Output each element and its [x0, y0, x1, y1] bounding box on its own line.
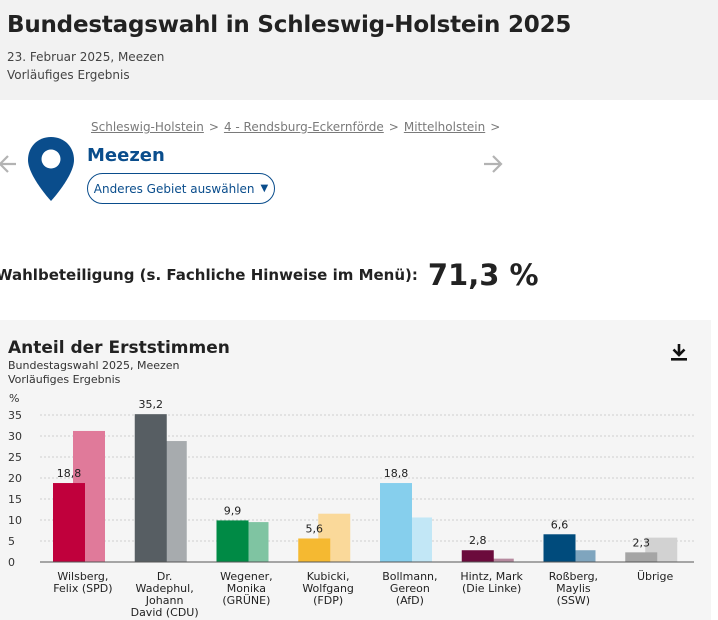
bar-value-label: 2,3: [633, 536, 651, 549]
breadcrumb-separator: >: [490, 120, 501, 134]
bar-value-label: 9,9: [224, 504, 242, 517]
bar-value-label: 35,2: [139, 398, 164, 411]
y-tick-label: 15: [8, 493, 22, 506]
download-icon[interactable]: [669, 342, 689, 362]
y-tick-label: 20: [8, 472, 22, 485]
x-category-label: Übrige: [637, 570, 674, 583]
chart-title: Anteil der Erststimmen: [8, 338, 230, 358]
turnout-value: 71,3 %: [427, 258, 539, 292]
x-category-label: Dr. Wadephul, Johann David (CDU): [131, 570, 199, 619]
chevron-down-icon: ▼: [260, 183, 269, 194]
x-category-label: Kubicki, Wolfgang (FDP): [302, 570, 354, 607]
erststimmen-bar-chart: % 0 5 10 15 20 25 30 35 18,8 Wilsberg, Felix (SPD) 3…: [8, 392, 694, 619]
x-category-label: Roßberg, Maylis (SSW): [549, 570, 598, 607]
bar-current: [543, 534, 576, 562]
turnout-label: Wahlbeteiligung (s. Fachliche Hinweise i…: [0, 266, 418, 284]
arrow-left-icon[interactable]: [0, 150, 20, 178]
region-name: Meezen: [87, 145, 165, 166]
y-tick-label: 25: [8, 451, 22, 464]
bar-current: [625, 552, 658, 562]
bar-value-label: 6,6: [551, 518, 569, 531]
bar-current: [461, 550, 494, 562]
map-pin-icon: [28, 137, 74, 201]
select-region-label: Anderes Gebiet auswählen: [93, 181, 255, 196]
breadcrumb-separator: >: [388, 120, 399, 134]
bar-comparison: [481, 558, 514, 562]
bar-value-label: 2,8: [469, 534, 487, 547]
y-tick-label: 10: [8, 514, 22, 527]
bar-comparison: [563, 550, 596, 562]
page-title: Bundestagswahl in Schleswig-Holstein 202…: [7, 12, 572, 38]
bar-current: [134, 414, 167, 562]
bar-current: [298, 538, 331, 562]
bar-value-label: 5,6: [306, 522, 324, 535]
result-status: Vorläufiges Ergebnis: [7, 68, 130, 82]
breadcrumb-separator: >: [208, 120, 219, 134]
y-tick-label: 5: [8, 535, 15, 548]
y-tick-label: 35: [8, 409, 22, 422]
breadcrumb-link-district[interactable]: 4 - Rendsburg-Eckernförde: [223, 120, 384, 134]
breadcrumb: Schleswig-Holstein >4 - Rendsburg-Eckernf…: [91, 120, 505, 134]
bar-current: [380, 483, 412, 562]
chart-card: Anteil der Erststimmen Bundestagswahl 20…: [0, 320, 711, 620]
select-region-button[interactable]: Anderes Gebiet auswählen ▼: [87, 173, 275, 204]
election-date: 23. Februar 2025, Meezen: [7, 50, 165, 64]
y-tick-label: 0: [8, 556, 15, 569]
bar-current: [216, 520, 249, 562]
y-tick-label: 30: [8, 430, 22, 443]
chart-subtitle: Bundestagswahl 2025, Meezen: [8, 359, 180, 372]
chart-status: Vorläufiges Ergebnis: [8, 373, 121, 386]
x-category-label: Hintz, Mark (Die Linke): [460, 570, 523, 595]
breadcrumb-link-state[interactable]: Schleswig-Holstein: [91, 120, 204, 134]
x-category-label: Wegener, Monika (GRÜNE): [220, 570, 273, 607]
bar-value-label: 18,8: [57, 467, 82, 480]
x-category-label: Wilsberg, Felix (SPD): [53, 570, 112, 595]
y-axis-unit-label: %: [9, 392, 19, 405]
page-header: Bundestagswahl in Schleswig-Holstein 202…: [0, 0, 718, 100]
breadcrumb-link-office[interactable]: Mittelholstein: [403, 120, 486, 134]
arrow-right-icon[interactable]: [481, 150, 505, 178]
bar-value-label: 18,8: [384, 467, 409, 480]
turnout: Wahlbeteiligung (s. Fachliche Hinweise i…: [0, 258, 539, 292]
bar-current: [53, 483, 85, 562]
x-category-label: Bollmann, Gereon (AfD): [382, 570, 437, 607]
